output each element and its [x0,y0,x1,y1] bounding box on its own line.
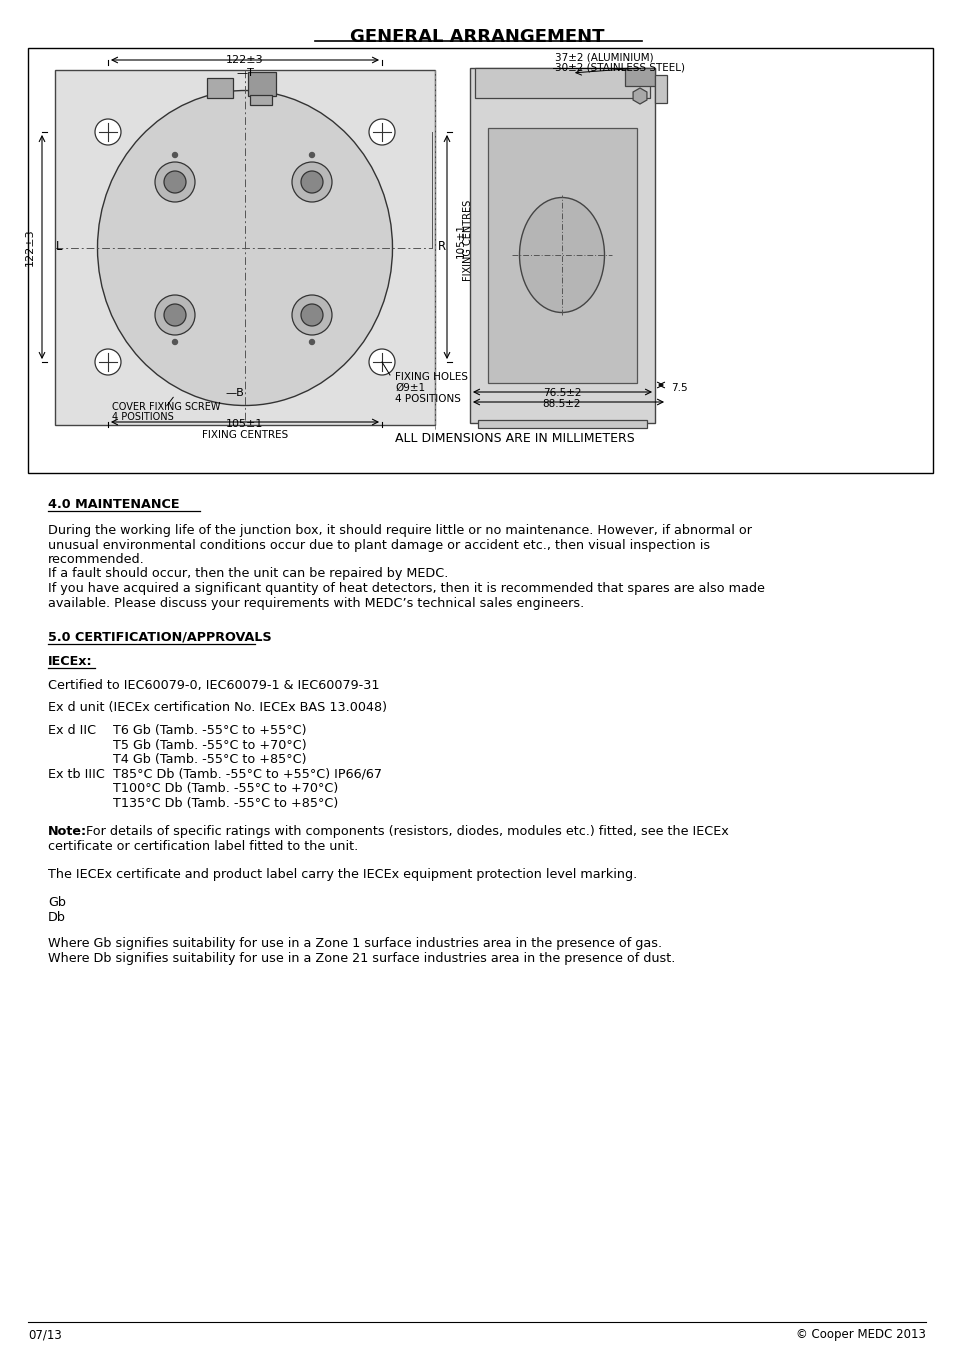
Text: 7.5: 7.5 [670,383,687,393]
Ellipse shape [97,91,392,405]
Text: Ex d unit (IECEx certification No. IECEx BAS 13.0048): Ex d unit (IECEx certification No. IECEx… [48,701,387,715]
Bar [624,68,655,87]
Text: © Cooper MEDC 2013: © Cooper MEDC 2013 [796,1328,925,1340]
Circle shape [172,340,177,344]
Text: COVER FIXING SCREW: COVER FIXING SCREW [112,402,220,412]
Circle shape [172,153,177,157]
Text: 105±1: 105±1 [456,222,465,257]
Text: Ex tb IIIC: Ex tb IIIC [48,768,105,780]
Text: If you have acquired a significant quantity of heat detectors, then it is recomm: If you have acquired a significant quant… [48,582,764,594]
Text: 07/13: 07/13 [28,1328,62,1340]
Text: 88.5±2: 88.5±2 [542,399,580,409]
Bar [488,129,637,383]
Circle shape [292,162,332,202]
Text: FIXING CENTRES: FIXING CENTRES [202,431,288,440]
Text: Gb: Gb [48,896,66,910]
Polygon shape [633,88,646,104]
Circle shape [292,295,332,334]
Text: Where Gb signifies suitability for use in a Zone 1 surface industries area in th: Where Gb signifies suitability for use i… [48,937,661,951]
Text: recommended.: recommended. [48,552,145,566]
Text: 37±2 (ALUMINIUM): 37±2 (ALUMINIUM) [555,53,653,64]
Text: ALL DIMENSIONS ARE IN MILLIMETERS: ALL DIMENSIONS ARE IN MILLIMETERS [395,432,634,445]
Text: 122±3: 122±3 [25,229,35,265]
Text: GENERAL ARRANGEMENT: GENERAL ARRANGEMENT [350,28,603,46]
Text: 122±3: 122±3 [226,56,264,65]
Circle shape [95,349,121,375]
Circle shape [369,349,395,375]
Text: T6 Gb (Tamb. -55°C to +55°C): T6 Gb (Tamb. -55°C to +55°C) [112,724,306,737]
Bar [207,79,233,97]
Circle shape [309,153,314,157]
Text: For details of specific ratings with components (resistors, diodes, modules etc.: For details of specific ratings with com… [82,825,728,838]
Text: T135°C Db (Tamb. -55°C to +85°C): T135°C Db (Tamb. -55°C to +85°C) [112,796,338,810]
Ellipse shape [519,198,604,313]
Text: Note:: Note: [48,825,87,838]
Text: Db: Db [48,911,66,923]
Text: T100°C Db (Tamb. -55°C to +70°C): T100°C Db (Tamb. -55°C to +70°C) [112,783,338,795]
Text: T5 Gb (Tamb. -55°C to +70°C): T5 Gb (Tamb. -55°C to +70°C) [112,738,306,751]
Text: T4 Gb (Tamb. -55°C to +85°C): T4 Gb (Tamb. -55°C to +85°C) [112,753,306,766]
Text: 30±2 (STAINLESS STEEL): 30±2 (STAINLESS STEEL) [555,64,684,73]
Bar [250,95,272,106]
Text: FIXING HOLES: FIXING HOLES [395,372,468,382]
Circle shape [309,340,314,344]
Text: Ex d IIC: Ex d IIC [48,724,96,737]
Text: —B: —B [225,389,244,398]
Text: Ø9±1: Ø9±1 [395,383,425,393]
Text: FIXING CENTRES: FIXING CENTRES [462,199,473,280]
Circle shape [154,162,194,202]
Bar [655,74,666,103]
Circle shape [164,171,186,194]
Text: 105±1: 105±1 [226,418,263,429]
Text: IECEx:: IECEx: [48,655,92,668]
Text: 4 POSITIONS: 4 POSITIONS [395,394,460,403]
Bar [248,72,275,96]
Circle shape [301,171,323,194]
Circle shape [301,305,323,326]
Text: unusual environmental conditions occur due to plant damage or accident etc., the: unusual environmental conditions occur d… [48,539,709,551]
Bar [475,68,649,97]
Circle shape [154,295,194,334]
Circle shape [95,119,121,145]
Text: R: R [437,241,446,253]
Text: 4 POSITIONS: 4 POSITIONS [112,412,173,422]
Bar [477,420,646,428]
Text: certificate or certification label fitted to the unit.: certificate or certification label fitte… [48,839,358,853]
Text: 76.5±2: 76.5±2 [542,389,580,398]
Text: 5.0 CERTIFICATION/APPROVALS: 5.0 CERTIFICATION/APPROVALS [48,631,272,645]
Circle shape [369,119,395,145]
Text: —T: —T [235,68,253,79]
Bar [470,68,655,422]
Text: If a fault should occur, then the unit can be repaired by MEDC.: If a fault should occur, then the unit c… [48,567,448,581]
Text: available. Please discuss your requirements with MEDC’s technical sales engineer: available. Please discuss your requireme… [48,597,583,609]
Bar [55,70,435,425]
Text: During the working life of the junction box, it should require little or no main: During the working life of the junction … [48,524,751,538]
Text: Where Db signifies suitability for use in a Zone 21 surface industries area in t: Where Db signifies suitability for use i… [48,952,675,965]
Circle shape [164,305,186,326]
Text: The IECEx certificate and product label carry the IECEx equipment protection lev: The IECEx certificate and product label … [48,868,637,881]
Text: Certified to IEC60079-0, IEC60079-1 & IEC60079-31: Certified to IEC60079-0, IEC60079-1 & IE… [48,678,379,692]
Text: L: L [56,241,63,253]
Text: T85°C Db (Tamb. -55°C to +55°C) IP66/67: T85°C Db (Tamb. -55°C to +55°C) IP66/67 [112,768,381,780]
Bar [28,47,932,473]
Text: 4.0 MAINTENANCE: 4.0 MAINTENANCE [48,498,179,510]
